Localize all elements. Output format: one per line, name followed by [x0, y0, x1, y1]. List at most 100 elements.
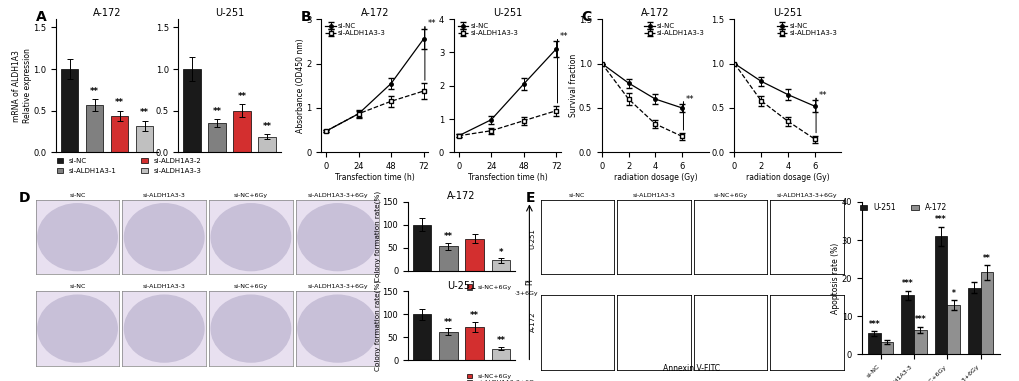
Title: U-251: U-251	[215, 8, 244, 18]
X-axis label: Transfection time (h): Transfection time (h)	[467, 173, 547, 181]
Text: Annexin V-FITC: Annexin V-FITC	[662, 364, 719, 373]
Legend: si-ALDH1A3-2, si-ALDH1A3-3: si-ALDH1A3-2, si-ALDH1A3-3	[141, 158, 202, 174]
Legend: si-NC, si-ALDH1A3-1: si-NC, si-ALDH1A3-1	[56, 158, 117, 174]
Text: C: C	[581, 10, 591, 24]
Bar	[933, 236, 947, 354]
Text: **: **	[262, 122, 271, 131]
X-axis label: radiation dosage (Gy): radiation dosage (Gy)	[613, 173, 696, 181]
Bar	[208, 123, 225, 152]
Bar	[136, 126, 153, 152]
Text: **: **	[982, 253, 989, 263]
Legend: si-NC+6Gy, si-ALDH1A3-3+6Gy: si-NC+6Gy, si-ALDH1A3-3+6Gy	[467, 283, 538, 296]
Bar	[258, 136, 275, 152]
Ellipse shape	[38, 295, 117, 362]
Text: si-NC+6Gy: si-NC+6Gy	[712, 193, 747, 198]
Text: *: *	[951, 288, 955, 298]
Text: **: **	[90, 87, 99, 96]
Y-axis label: Colony formation rate(%): Colony formation rate(%)	[374, 280, 381, 371]
Text: **: **	[115, 98, 124, 107]
Y-axis label: Colony formation rate(%): Colony formation rate(%)	[374, 190, 381, 282]
Text: PI: PI	[525, 279, 533, 285]
Bar	[233, 111, 251, 152]
Bar	[413, 225, 431, 271]
Bar	[491, 349, 510, 360]
Text: **: **	[443, 318, 452, 327]
Bar	[947, 305, 959, 354]
Text: si-NC: si-NC	[69, 284, 86, 289]
Title: A-172: A-172	[447, 191, 475, 201]
Text: E: E	[525, 190, 534, 205]
Text: si-ALDH1A3-3: si-ALDH1A3-3	[143, 284, 185, 289]
Bar	[901, 295, 913, 354]
Ellipse shape	[38, 204, 117, 271]
Y-axis label: Apoptosis rate (%): Apoptosis rate (%)	[830, 242, 840, 314]
Title: U-251: U-251	[492, 8, 522, 18]
Text: U-251: U-251	[529, 228, 535, 248]
Bar	[111, 116, 128, 152]
Legend: si-NC, si-ALDH1A3-3: si-NC, si-ALDH1A3-3	[457, 22, 519, 37]
Ellipse shape	[298, 295, 377, 362]
Text: **: **	[140, 109, 149, 117]
X-axis label: Transfection time (h): Transfection time (h)	[334, 173, 415, 181]
Text: B: B	[301, 10, 311, 24]
Legend: si-NC, si-ALDH1A3-3: si-NC, si-ALDH1A3-3	[643, 22, 705, 37]
Ellipse shape	[211, 295, 290, 362]
Y-axis label: Survival fraction: Survival fraction	[568, 54, 577, 117]
Text: **: **	[496, 336, 505, 346]
Text: ***: ***	[934, 215, 946, 224]
Bar	[413, 314, 431, 360]
Text: ***: ***	[868, 320, 879, 329]
Text: **: **	[470, 311, 479, 320]
Title: A-172: A-172	[93, 8, 121, 18]
Bar	[491, 261, 510, 271]
Text: *: *	[498, 248, 502, 257]
Y-axis label: Absorbance (OD450 nm): Absorbance (OD450 nm)	[296, 38, 305, 133]
Text: A: A	[36, 10, 47, 24]
Bar	[86, 105, 103, 152]
Text: si-NC+6Gy: si-NC+6Gy	[233, 284, 268, 289]
Text: **: **	[427, 19, 436, 29]
Bar	[880, 342, 893, 354]
Text: si-NC: si-NC	[69, 193, 86, 198]
Legend: U-251, A-172: U-251, A-172	[858, 203, 947, 213]
Text: **: **	[212, 107, 221, 116]
Legend: si-NC+6Gy, si-ALDH1A3-3+6Gy: si-NC+6Gy, si-ALDH1A3-3+6Gy	[467, 373, 538, 381]
Title: A-172: A-172	[641, 8, 668, 18]
Text: ***: ***	[901, 279, 913, 288]
Text: A-172: A-172	[529, 312, 535, 332]
Ellipse shape	[211, 204, 290, 271]
Title: U-251: U-251	[772, 8, 802, 18]
Bar	[979, 272, 993, 354]
Ellipse shape	[298, 204, 377, 271]
Text: ***: ***	[914, 315, 925, 324]
Bar	[439, 246, 458, 271]
Text: si-ALDH1A3-3+6Gy: si-ALDH1A3-3+6Gy	[307, 193, 368, 198]
Text: **: **	[818, 91, 826, 100]
Text: **: **	[559, 32, 569, 41]
Bar	[967, 288, 979, 354]
Y-axis label: mRNA of ALDH1A3
Relative expression: mRNA of ALDH1A3 Relative expression	[12, 48, 32, 123]
Text: si-ALDH1A3-3: si-ALDH1A3-3	[143, 193, 185, 198]
Text: si-NC+6Gy: si-NC+6Gy	[233, 193, 268, 198]
Ellipse shape	[124, 204, 204, 271]
Text: D: D	[18, 190, 30, 205]
Title: U-251: U-251	[446, 281, 476, 291]
Text: **: **	[686, 94, 694, 104]
Text: **: **	[443, 232, 452, 241]
Text: si-ALDH1A3-3: si-ALDH1A3-3	[632, 193, 675, 198]
Bar	[867, 333, 880, 354]
Text: si-ALDH1A3-3+6Gy: si-ALDH1A3-3+6Gy	[775, 193, 837, 198]
Bar	[61, 69, 78, 152]
Legend: si-NC, si-ALDH1A3-3: si-NC, si-ALDH1A3-3	[775, 22, 838, 37]
Legend: si-NC, si-ALDH1A3-3: si-NC, si-ALDH1A3-3	[324, 22, 386, 37]
Title: A-172: A-172	[361, 8, 388, 18]
Text: si-NC: si-NC	[569, 193, 585, 198]
Bar	[465, 239, 483, 271]
Bar	[465, 327, 483, 360]
X-axis label: radiation dosage (Gy): radiation dosage (Gy)	[746, 173, 828, 181]
Bar	[913, 330, 926, 354]
Bar	[183, 69, 201, 152]
Text: si-ALDH1A3-3+6Gy: si-ALDH1A3-3+6Gy	[307, 284, 368, 289]
Ellipse shape	[124, 295, 204, 362]
Text: **: **	[237, 92, 247, 101]
